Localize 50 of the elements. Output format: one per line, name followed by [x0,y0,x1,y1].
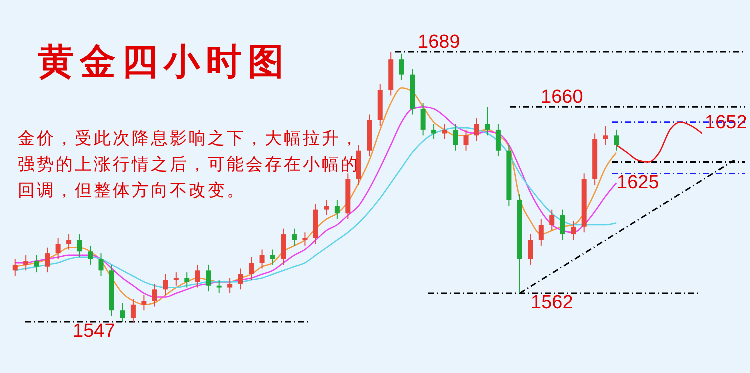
candlestick [142,294,147,312]
candlestick [152,283,158,308]
candlestick [292,228,297,246]
candlestick [98,253,104,277]
candlestick [334,200,340,220]
candlestick [420,102,426,136]
ref-line-label: 1562 [531,292,574,314]
candlestick [260,249,265,270]
ref-line-label: 1652 [705,112,748,134]
candlestick [249,256,254,281]
candlestick [453,124,458,152]
candlestick [442,124,448,140]
candlestick [538,218,544,246]
candlestick [560,209,566,241]
ref-line-label: 1689 [418,32,460,53]
candlestick [399,53,404,82]
candlestick [120,302,126,322]
candlestick [24,254,29,272]
candlestick [88,245,94,266]
candlestick [614,129,620,152]
candlestick [474,118,480,142]
candlestick [550,209,555,232]
candlestick [56,238,61,260]
candlestick [130,298,136,322]
candlestick [496,124,501,158]
candlestick [238,268,244,290]
candlestick [77,234,82,258]
candlestick [163,274,168,296]
candlestick [270,249,276,266]
candlestick [184,272,190,288]
ref-line-label: 1660 [541,87,584,108]
ref-line-label: 1625 [617,172,660,194]
candlestick [485,106,490,136]
candlestick [603,126,608,146]
candlestick [228,278,233,294]
candlestick [571,220,576,241]
candlestick [12,258,18,277]
ref-line-label: 1547 [73,321,116,342]
annotation: 金价，受此次降息影响之下，大幅拉升，强势的上涨行情之后，可能会存在小幅的回调，但整体方向不改变。 [18,128,361,203]
candlestick [528,234,534,266]
candlestick [45,247,50,274]
candlestick [464,129,469,152]
candlestick [216,280,222,294]
chart-title: 黄金四小时图 [38,41,290,84]
candlestick [206,264,212,292]
candlestick [66,234,72,250]
candlestick [34,254,40,274]
candlestick [432,124,437,140]
candlestick [195,264,200,288]
candlestick [324,200,330,216]
